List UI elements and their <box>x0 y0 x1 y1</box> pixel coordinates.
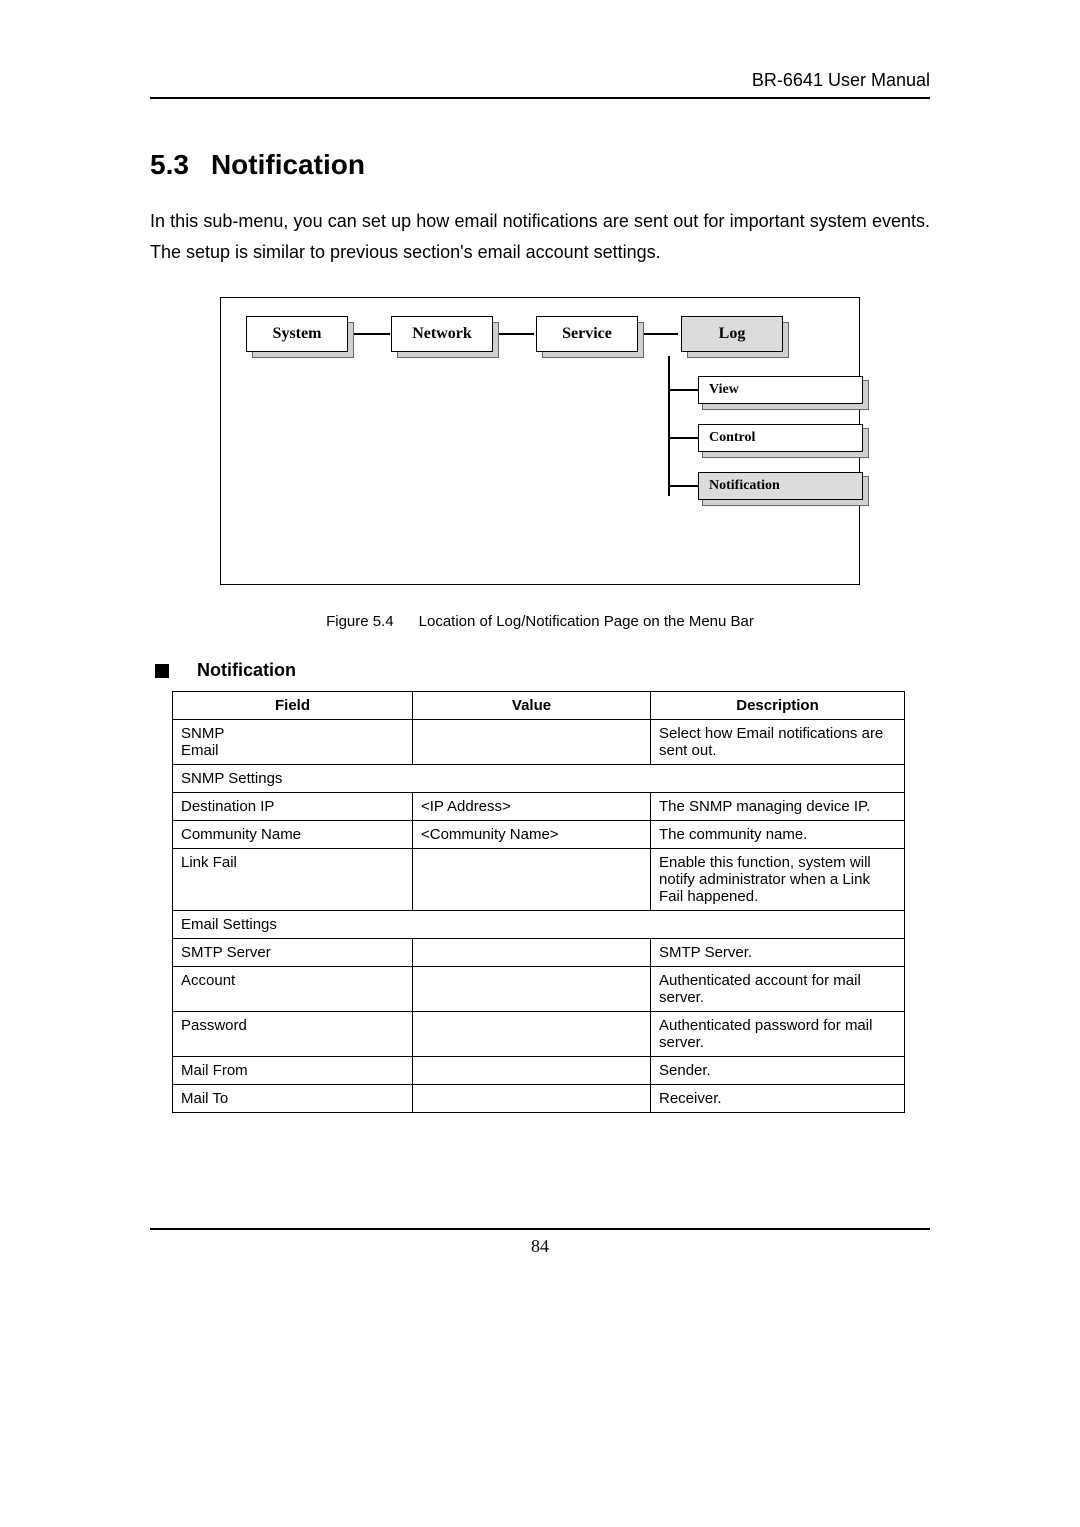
cell-description: Authenticated password for mail server. <box>651 1012 905 1057</box>
table-row: Email Settings <box>173 911 905 939</box>
table-row: Link Fail Enable this function, system wi… <box>173 849 905 911</box>
tab-connector <box>642 333 678 335</box>
cell-field: Community Name <box>173 821 413 849</box>
cell-value <box>413 1085 651 1113</box>
cell-field: SMTP Server <box>173 939 413 967</box>
submenu-label: View <box>698 376 863 404</box>
cell-description: SMTP Server. <box>651 939 905 967</box>
cell-description: Select how Email notifications are sent … <box>651 720 905 765</box>
figure-caption-text: Location of Log/Notification Page on the… <box>419 613 754 630</box>
menu-tab: Service <box>536 316 636 350</box>
submenu-box: Notification <box>698 472 863 500</box>
table-row: Mail From Sender. <box>173 1057 905 1085</box>
submenu-label: Control <box>698 424 863 452</box>
cell-value: <IP Address> <box>413 793 651 821</box>
page-number: 84 <box>531 1236 549 1256</box>
figure-label: Figure 5.4 <box>326 613 394 630</box>
cell-description: The community name. <box>651 821 905 849</box>
menu-tab-label: System <box>246 316 348 352</box>
cell-field: Link Fail <box>173 849 413 911</box>
table-row: SNMP Settings <box>173 765 905 793</box>
table-row: Destination IP<IP Address>The SNMP manag… <box>173 793 905 821</box>
submenu-box: Control <box>698 424 863 452</box>
cell-value <box>413 849 651 911</box>
section-title-text: Notification <box>211 149 365 180</box>
tab-connector <box>498 333 534 335</box>
tab-connector <box>354 333 390 335</box>
menu-tab: System <box>246 316 346 350</box>
page-header: BR-6641 User Manual <box>150 70 930 99</box>
cell-description: Authenticated account for mail server. <box>651 967 905 1012</box>
cell-value <box>413 720 651 765</box>
menu-tab-label: Log <box>681 316 783 352</box>
tree-hline <box>668 437 698 439</box>
table-header-row: Field Value Description <box>173 692 905 720</box>
table-row: SMTP Server SMTP Server. <box>173 939 905 967</box>
table-row: Password Authenticated password for mail … <box>173 1012 905 1057</box>
tree-hline <box>668 485 698 487</box>
cell-field: Account <box>173 967 413 1012</box>
menu-tab: Network <box>391 316 491 350</box>
page-footer: 84 <box>150 1228 930 1257</box>
cell-field: Mail To <box>173 1085 413 1113</box>
notification-table: Field Value Description SNMPEmail Select … <box>172 691 905 1113</box>
table-section-row: Email Settings <box>173 911 905 939</box>
document-page: BR-6641 User Manual 5.3 Notification In t… <box>0 0 1080 1527</box>
cell-value <box>413 1012 651 1057</box>
manual-title: BR-6641 User Manual <box>752 70 930 90</box>
cell-field: Destination IP <box>173 793 413 821</box>
table-row: Community Name<Community Name>The commun… <box>173 821 905 849</box>
cell-description: The SNMP managing device IP. <box>651 793 905 821</box>
sub-tree: View Control Notification <box>648 356 863 500</box>
cell-value: <Community Name> <box>413 821 651 849</box>
table-row: SNMPEmail Select how Email notifications … <box>173 720 905 765</box>
col-header-field: Field <box>173 692 413 720</box>
col-header-value: Value <box>413 692 651 720</box>
submenu-item: Control <box>648 424 863 452</box>
table-section-row: SNMP Settings <box>173 765 905 793</box>
cell-field: SNMPEmail <box>173 720 413 765</box>
tree-hline <box>668 389 698 391</box>
table-row: Account Authenticated account for mail se… <box>173 967 905 1012</box>
cell-value <box>413 939 651 967</box>
cell-field: Password <box>173 1012 413 1057</box>
cell-description: Receiver. <box>651 1085 905 1113</box>
bullet-square-icon <box>155 664 169 678</box>
cell-field: Mail From <box>173 1057 413 1085</box>
subsection-title: Notification <box>197 660 296 681</box>
subsection-heading: Notification <box>155 660 930 681</box>
cell-description: Enable this function, system will notify… <box>651 849 905 911</box>
submenu-label: Notification <box>698 472 863 500</box>
section-intro: In this sub-menu, you can set up how ema… <box>150 206 930 267</box>
menu-tab-label: Network <box>391 316 493 352</box>
table-row: Mail To Receiver. <box>173 1085 905 1113</box>
section-number: 5.3 <box>150 149 189 181</box>
submenu-item: Notification <box>648 472 863 500</box>
section-heading: 5.3 Notification <box>150 149 930 181</box>
menu-diagram: System Network Service Log View Control Notif… <box>220 297 860 585</box>
table-body: SNMPEmail Select how Email notifications … <box>173 720 905 1113</box>
menu-tab-label: Service <box>536 316 638 352</box>
cell-value <box>413 967 651 1012</box>
menu-tab: Log <box>681 316 781 350</box>
submenu-item: View <box>648 376 863 404</box>
cell-description: Sender. <box>651 1057 905 1085</box>
col-header-description: Description <box>651 692 905 720</box>
submenu-box: View <box>698 376 863 404</box>
cell-value <box>413 1057 651 1085</box>
figure-caption: Figure 5.4 Location of Log/Notification … <box>150 613 930 630</box>
